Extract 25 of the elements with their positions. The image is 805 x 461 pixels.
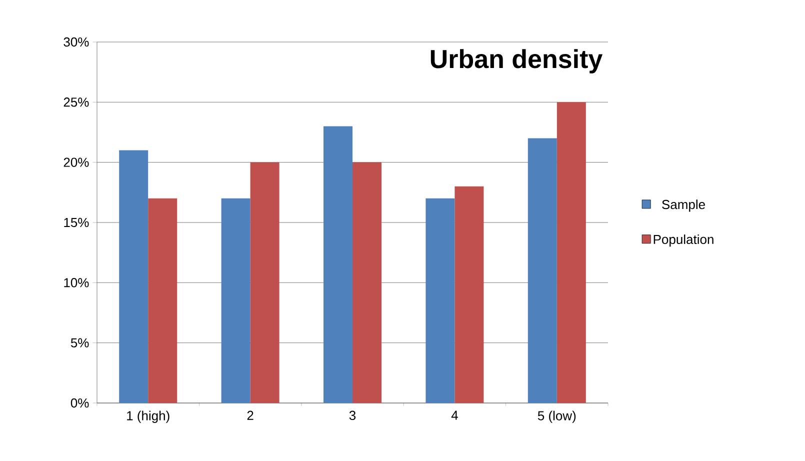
chart-title: Urban density xyxy=(430,49,603,74)
y-tick-label: 10% xyxy=(64,278,89,288)
x-tick-label: 1 (high) xyxy=(127,410,170,423)
bar xyxy=(250,162,280,403)
bar xyxy=(221,198,250,403)
bar xyxy=(119,150,148,403)
x-tick-label: 3 xyxy=(349,410,356,420)
bar xyxy=(454,186,484,403)
y-tick-label: 5% xyxy=(70,338,89,348)
y-tick-label: 25% xyxy=(64,98,89,107)
legend-label: Population xyxy=(654,234,714,247)
y-tick-label: 20% xyxy=(64,158,89,167)
y-tick-label: 15% xyxy=(64,218,89,228)
bar xyxy=(324,126,352,403)
bar xyxy=(426,198,455,403)
x-tick-label: 2 xyxy=(247,410,254,420)
y-tick-label: 30% xyxy=(64,37,89,47)
x-tick-label: 4 xyxy=(451,410,458,420)
bar xyxy=(528,138,557,403)
bar xyxy=(556,102,586,403)
bar xyxy=(352,162,382,403)
y-tick-label: 0% xyxy=(70,398,89,408)
bar xyxy=(148,198,178,403)
legend-label: Sample xyxy=(662,200,705,212)
x-tick-label: 5 (low) xyxy=(538,410,576,423)
